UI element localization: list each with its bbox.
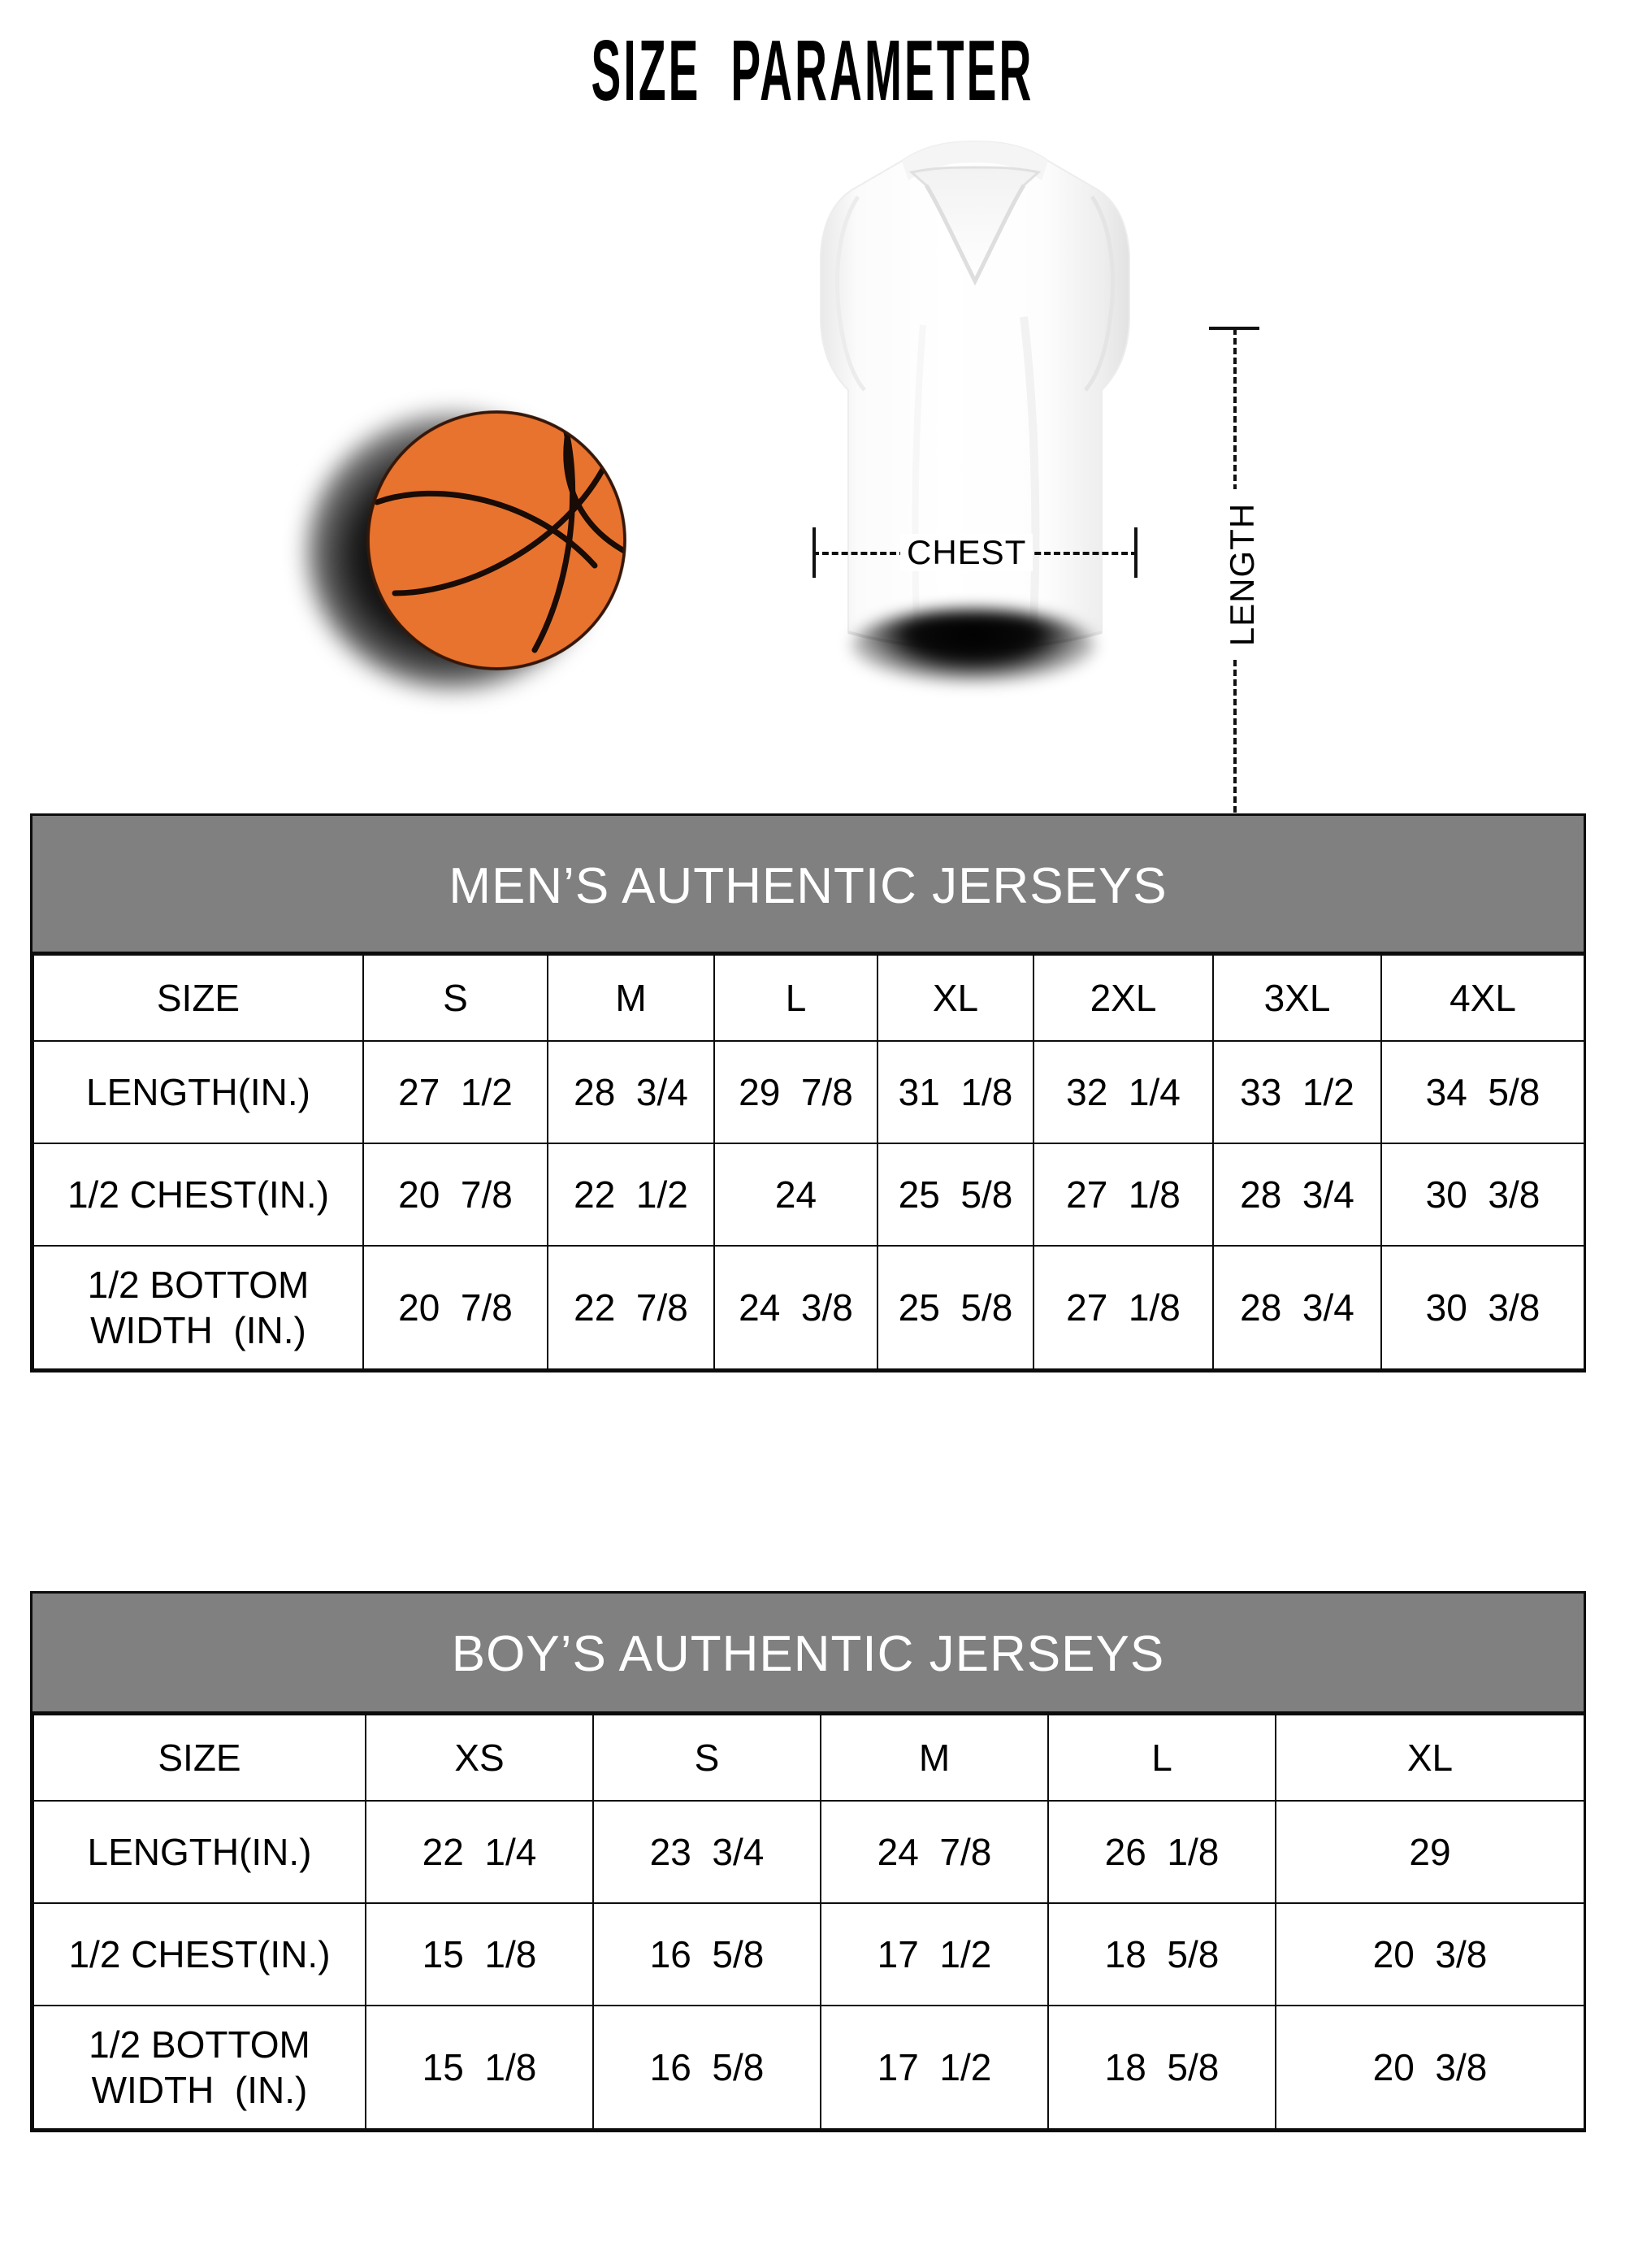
- row-label-chest: 1/2 CHEST(IN.): [32, 1902, 366, 2006]
- column-header-l: L: [1047, 1714, 1276, 1802]
- boys-size-chart: BOY’S AUTHENTIC JERSEYS SIZE XS S M L XL…: [30, 1591, 1586, 2132]
- table-row: LENGTH(IN.) 22 1/4 23 3/4 24 7/8 26 1/8 …: [32, 1800, 1585, 1904]
- column-header-xs: XS: [365, 1714, 594, 1802]
- page-title: SIZE PARAMETER: [591, 23, 1034, 119]
- column-header-4xl: 4XL: [1380, 954, 1585, 1042]
- row-label-bottom-width: 1/2 BOTTOM WIDTH (IN.): [32, 1245, 364, 1370]
- cell-chest-m: 17 1/2: [820, 1902, 1049, 2006]
- row-label-length: LENGTH(IN.): [32, 1800, 366, 1904]
- cell-bottom-s: 20 7/8: [362, 1245, 548, 1370]
- cell-bottom-xs: 15 1/8: [365, 2005, 594, 2130]
- mens-size-table: SIZE S M L XL 2XL 3XL 4XL LENGTH(IN.) 27…: [32, 954, 1585, 1370]
- cell-chest-s: 16 5/8: [592, 1902, 821, 2006]
- column-header-m: M: [820, 1714, 1049, 1802]
- boys-size-table: SIZE XS S M L XL LENGTH(IN.) 22 1/4 23 3…: [32, 1714, 1585, 2130]
- cell-bottom-l: 24 3/8: [713, 1245, 878, 1370]
- cell-bottom-xl: 20 3/8: [1275, 2005, 1585, 2130]
- jersey-graphic: [780, 122, 1170, 739]
- column-header-s: S: [362, 954, 548, 1042]
- column-header-2xl: 2XL: [1033, 954, 1214, 1042]
- cell-bottom-xl: 25 5/8: [877, 1245, 1034, 1370]
- column-header-size: SIZE: [32, 954, 364, 1042]
- cell-length-l: 29 7/8: [713, 1040, 878, 1144]
- cell-length-xl: 29: [1275, 1800, 1585, 1904]
- cell-chest-4xl: 30 3/8: [1380, 1143, 1585, 1247]
- cell-chest-s: 20 7/8: [362, 1143, 548, 1247]
- cell-bottom-3xl: 28 3/4: [1212, 1245, 1382, 1370]
- cell-chest-xl: 20 3/8: [1275, 1902, 1585, 2006]
- column-header-xl: XL: [1275, 1714, 1585, 1802]
- chest-dimension: CHEST: [812, 516, 1138, 589]
- basketball-graphic: [307, 398, 656, 723]
- cell-chest-2xl: 27 1/8: [1033, 1143, 1214, 1247]
- cell-bottom-s: 16 5/8: [592, 2005, 821, 2130]
- column-header-s: S: [592, 1714, 821, 1802]
- jersey-icon: [820, 140, 1130, 651]
- cell-chest-xs: 15 1/8: [365, 1902, 594, 2006]
- column-header-size: SIZE: [32, 1714, 366, 1802]
- cell-length-l: 26 1/8: [1047, 1800, 1276, 1904]
- cell-chest-l: 24: [713, 1143, 878, 1247]
- mens-size-chart: MEN’S AUTHENTIC JERSEYS SIZE S M L XL 2X…: [30, 813, 1586, 1373]
- row-label-length: LENGTH(IN.): [32, 1040, 364, 1144]
- mens-chart-banner: MEN’S AUTHENTIC JERSEYS: [32, 816, 1584, 954]
- cell-chest-3xl: 28 3/4: [1212, 1143, 1382, 1247]
- basketball-icon: [366, 410, 626, 670]
- illustration-area: CHEST LENGTH: [0, 140, 1625, 892]
- cell-bottom-m: 22 7/8: [547, 1245, 715, 1370]
- cell-chest-xl: 25 5/8: [877, 1143, 1034, 1247]
- table-row: 1/2 CHEST(IN.) 15 1/8 16 5/8 17 1/2 18 5…: [32, 1902, 1585, 2006]
- cell-bottom-m: 17 1/2: [820, 2005, 1049, 2130]
- jersey-shadow: [852, 609, 1095, 683]
- cell-chest-l: 18 5/8: [1047, 1902, 1276, 2006]
- cell-length-xs: 22 1/4: [365, 1800, 594, 1904]
- cell-length-m: 28 3/4: [547, 1040, 715, 1144]
- table-row: 1/2 BOTTOM WIDTH (IN.) 15 1/8 16 5/8 17 …: [32, 2005, 1585, 2130]
- table-header-row: SIZE S M L XL 2XL 3XL 4XL: [32, 954, 1585, 1042]
- row-label-chest: 1/2 CHEST(IN.): [32, 1143, 364, 1247]
- cell-length-xl: 31 1/8: [877, 1040, 1034, 1144]
- column-header-xl: XL: [877, 954, 1034, 1042]
- table-row: 1/2 BOTTOM WIDTH (IN.) 20 7/8 22 7/8 24 …: [32, 1245, 1585, 1370]
- cell-length-3xl: 33 1/2: [1212, 1040, 1382, 1144]
- boys-chart-banner: BOY’S AUTHENTIC JERSEYS: [32, 1594, 1584, 1714]
- cell-length-s: 23 3/4: [592, 1800, 821, 1904]
- column-header-m: M: [547, 954, 715, 1042]
- row-label-bottom-width: 1/2 BOTTOM WIDTH (IN.): [32, 2005, 366, 2130]
- cell-length-2xl: 32 1/4: [1033, 1040, 1214, 1144]
- cell-bottom-l: 18 5/8: [1047, 2005, 1276, 2130]
- table-header-row: SIZE XS S M L XL: [32, 1714, 1585, 1802]
- table-row: LENGTH(IN.) 27 1/2 28 3/4 29 7/8 31 1/8 …: [32, 1040, 1585, 1144]
- chest-label: CHEST: [900, 534, 1034, 571]
- cell-length-s: 27 1/2: [362, 1040, 548, 1144]
- column-header-3xl: 3XL: [1212, 954, 1382, 1042]
- length-label: LENGTH: [1220, 489, 1264, 660]
- cell-bottom-2xl: 27 1/8: [1033, 1245, 1214, 1370]
- column-header-l: L: [713, 954, 878, 1042]
- cell-length-4xl: 34 5/8: [1380, 1040, 1585, 1144]
- cell-length-m: 24 7/8: [820, 1800, 1049, 1904]
- cell-bottom-4xl: 30 3/8: [1380, 1245, 1585, 1370]
- table-row: 1/2 CHEST(IN.) 20 7/8 22 1/2 24 25 5/8 2…: [32, 1143, 1585, 1247]
- cell-chest-m: 22 1/2: [547, 1143, 715, 1247]
